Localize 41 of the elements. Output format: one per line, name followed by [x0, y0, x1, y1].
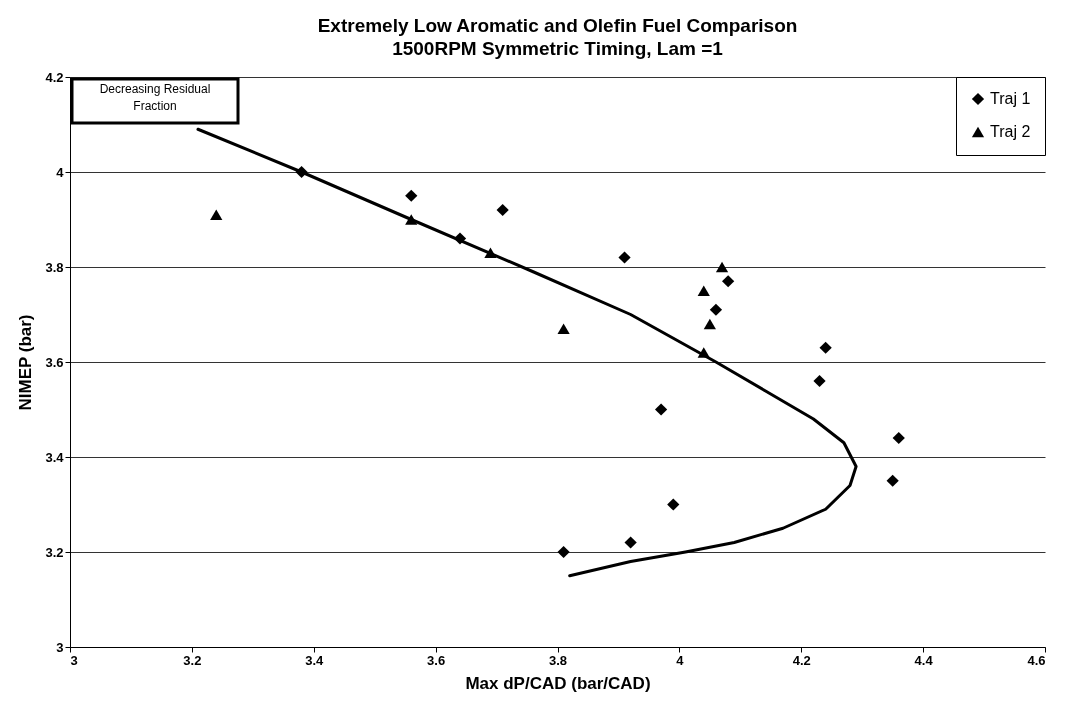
chart-title: Extremely Low Aromatic and Olefin Fuel Comparison: [317, 15, 798, 36]
x-tick-label: 3.4: [305, 652, 325, 668]
point: [709, 303, 723, 316]
point: [624, 536, 637, 549]
point: [667, 498, 680, 511]
point: [715, 261, 729, 273]
point: [618, 251, 631, 264]
x-tick-label: 4.6: [1027, 652, 1046, 668]
y-tick-label: 3: [56, 639, 64, 655]
y-tick-label: 4.2: [45, 69, 64, 85]
point: [886, 474, 899, 487]
point: [557, 545, 570, 559]
y-tick-label: 3.2: [45, 544, 64, 560]
x-tick-label: 4.4: [914, 652, 934, 668]
x-tick-label: 4: [676, 652, 685, 668]
x-tick-label: 3.8: [548, 652, 568, 668]
point: [703, 318, 716, 330]
point: [405, 189, 418, 202]
x-tick-label: 3.6: [427, 652, 446, 668]
y-tick-label: 4: [56, 164, 65, 180]
point: [892, 431, 905, 445]
annotation: Decreasing Residual Fraction: [99, 82, 211, 113]
x-tick-label: 3.2: [183, 652, 202, 668]
x-axis-title: Max dP/CAD (bar/CAD): [465, 673, 651, 693]
point: [496, 203, 509, 217]
point: [654, 403, 668, 416]
legend-label: Traj 1: [990, 90, 1031, 107]
y-axis-title: NIMEP (bar): [16, 314, 36, 411]
point: [722, 275, 735, 288]
y-tick-label: 3.4: [45, 449, 65, 465]
point: [819, 341, 832, 354]
legend-label: Traj 2: [990, 123, 1031, 140]
point: [813, 374, 826, 388]
y-tick-label: 3.8: [45, 259, 64, 275]
point: [557, 323, 570, 335]
point: [210, 209, 223, 221]
y-tick-label: 3.6: [45, 354, 64, 370]
point: [697, 285, 710, 297]
x-tick-label: 3: [70, 652, 78, 668]
chart-subtitle: 1500RPM Symmetric Timing, Lam =1: [392, 38, 724, 59]
x-tick-label: 4.2: [792, 652, 811, 668]
